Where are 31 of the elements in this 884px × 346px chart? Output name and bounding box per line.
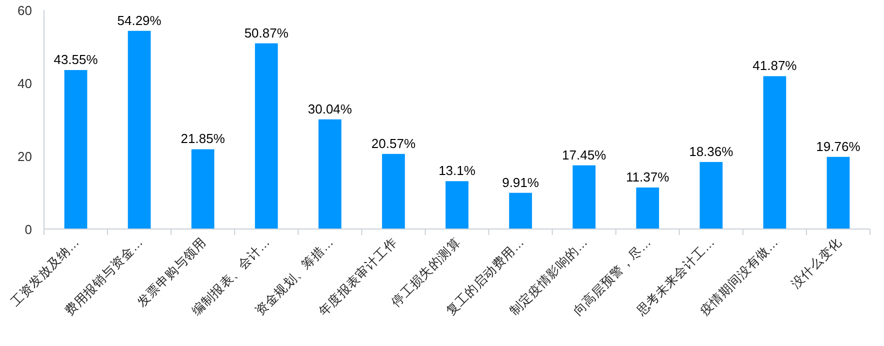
y-tick-label: 0: [24, 222, 32, 237]
x-tick-label: 没什么变化: [788, 235, 844, 292]
bar: [254, 43, 278, 229]
data-label: 18.36%: [689, 144, 734, 159]
bar: [128, 30, 151, 229]
data-label: 30.04%: [308, 101, 352, 116]
data-label: 9.91%: [502, 174, 540, 190]
y-tick-label: 40: [18, 76, 32, 91]
data-label: 11.37%: [626, 170, 670, 184]
data-label: 41.87%: [752, 58, 798, 74]
bar: [446, 181, 468, 229]
bar: [64, 70, 88, 229]
bar: [636, 188, 660, 229]
y-tick-label: 60: [18, 3, 32, 18]
bar: [700, 162, 723, 229]
data-label: 13.1%: [438, 163, 476, 178]
bar: [572, 165, 596, 229]
y-tick-label: 20: [18, 149, 32, 164]
bar: [318, 119, 342, 229]
bar: [826, 156, 850, 229]
data-label: 19.76%: [816, 138, 861, 154]
bar: [382, 154, 405, 229]
data-label: 50.87%: [244, 25, 289, 40]
data-label: 54.29%: [117, 12, 162, 28]
bar: [191, 149, 214, 229]
data-label: 43.55%: [54, 52, 98, 68]
data-label: 17.45%: [562, 147, 607, 162]
data-label: 21.85%: [180, 131, 226, 146]
bar: [763, 76, 786, 229]
bar: [509, 192, 532, 229]
data-label: 20.57%: [371, 136, 416, 151]
